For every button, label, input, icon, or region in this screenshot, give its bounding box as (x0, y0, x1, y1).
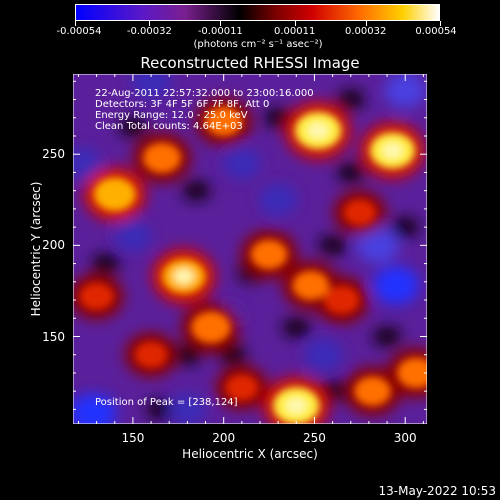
annotation-energy-range: Energy Range: 12.0 - 25.0 keV (95, 110, 248, 121)
y-axis-label: Heliocentric Y (arcsec) (29, 181, 43, 317)
heatmap-negative-source (73, 393, 117, 424)
heatmap-negative-source (384, 74, 427, 109)
x-tick-label: 200 (212, 431, 236, 445)
heatmap-dark-region (146, 399, 175, 420)
colorbar-tick-label: 0.00011 (273, 26, 316, 37)
heatmap-positive-source (225, 374, 259, 401)
heatmap-dark-region (373, 326, 402, 347)
colorbar-tick-label: -0.00054 (56, 26, 102, 37)
y-tick-label: 250 (42, 147, 65, 162)
heatmap-positive-source (397, 357, 427, 389)
heatmap-positive-source (79, 282, 114, 310)
colorbar-unit-label: (photons cm⁻² s⁻¹ asec⁻²) (193, 39, 323, 50)
heatmap-negative-source (222, 147, 261, 180)
y-tick-label: 150 (42, 329, 65, 344)
heatmap-positive-source (191, 311, 231, 344)
heatmap-dark-region (336, 162, 365, 183)
annotation-detectors: Detectors: 3F 4F 5F 6F 7F 8F, Att 0 (95, 99, 270, 110)
heatmap-source-cores (79, 106, 427, 424)
colorbar-tick-label: -0.00011 (197, 26, 243, 37)
heatmap-dark-region (282, 317, 311, 338)
heatmap-negative-source (304, 338, 344, 372)
annotation-time-range: 22-Aug-2011 22:57:32.000 to 23:00:16.000 (95, 88, 314, 99)
heatmap-positive-source (250, 239, 288, 270)
heatmap-negative-source (356, 227, 400, 264)
heatmap-negative-source (168, 393, 207, 424)
heatmap-dark-region (91, 253, 120, 274)
heatmap-negative-source (114, 220, 152, 252)
heatmap-negative-source (258, 183, 298, 217)
colorbar-tick (75, 21, 76, 26)
heatmap-positive-source (134, 341, 168, 368)
y-tick-label: 200 (42, 238, 65, 253)
heatmap-positive-source (205, 106, 243, 137)
x-tick-label: 150 (121, 431, 145, 445)
heatmap-dark-region (264, 107, 293, 128)
x-tick-label: 300 (393, 431, 417, 445)
heatmap-positive-source (323, 285, 360, 315)
colorbar-tick (294, 21, 296, 26)
chart-title: Reconstructed RHESSI Image (140, 54, 360, 72)
colorbar (75, 4, 440, 21)
heatmap-negative-source (131, 74, 172, 99)
colorbar-tick-label: 0.00032 (344, 26, 387, 37)
heatmap-dark-region (118, 116, 147, 137)
heatmap-positive-source (142, 142, 182, 174)
heatmap-negative-source (373, 266, 420, 305)
heatmap-positive-source (354, 376, 391, 406)
x-axis-label: Heliocentric X (arcsec) (182, 447, 318, 461)
heatmap-dark-region (318, 235, 347, 256)
heatmap-positive-source (93, 177, 136, 212)
heatmap-positive-source (343, 199, 377, 226)
heatmap-source-peak (382, 142, 403, 159)
annotation-peak-position: Position of Peak = [238,124] (95, 397, 238, 408)
datestamp: 13-May-2022 10:53 (378, 484, 496, 498)
heatmap-source-peak (307, 122, 329, 139)
heatmap-positive-source (292, 270, 330, 301)
x-tick-label: 250 (302, 431, 326, 445)
colorbar-tick (365, 21, 367, 26)
heatmap-dark-region (173, 344, 202, 365)
heatmap-dark-region (182, 180, 211, 201)
heatmap-plot (73, 74, 427, 424)
colorbar-tick-label: 0.00054 (415, 26, 457, 37)
heatmap-negative-source (73, 147, 102, 180)
axis-ticks (73, 74, 427, 424)
colorbar-tick (149, 21, 151, 26)
heatmap-dark-region (336, 89, 365, 110)
colorbar-tick (440, 21, 441, 26)
heatmap-source-peak (285, 397, 307, 414)
heatmap-source-peak (173, 268, 194, 285)
heatmap-dark-region (391, 217, 420, 238)
annotation-clean-counts: Clean Total counts: 4.64E+03 (95, 121, 243, 132)
colorbar-tick (220, 21, 222, 26)
colorbar-tick-label: -0.00032 (126, 26, 172, 37)
